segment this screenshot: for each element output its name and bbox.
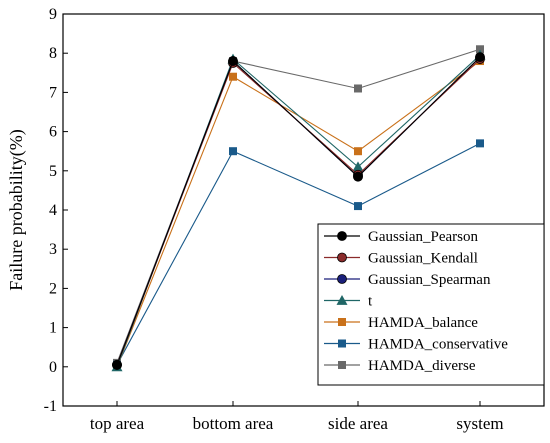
legend: Gaussian_Pearson Gaussian_Kendall Gaussian…: [317, 223, 545, 386]
legend-label: HAMDA_conservative: [368, 337, 508, 353]
y-tick-label: -1: [44, 398, 57, 415]
legend-item: Gaussian_Kendall: [324, 251, 478, 267]
y-tick-label: 9: [49, 6, 57, 23]
legend-label: Gaussian_Spearman: [368, 272, 491, 288]
y-tick-label: 0: [49, 359, 57, 376]
legend-item: t: [324, 294, 373, 310]
legend-label: t: [368, 294, 373, 310]
y-tick-label: 5: [49, 163, 57, 180]
y-tick-label: 3: [49, 241, 57, 258]
legend-item: HAMDA_balance: [324, 315, 478, 331]
x-axis-ticks: top area bottom area side area system: [90, 401, 504, 433]
x-tick-label: system: [456, 414, 503, 433]
x-tick-label: side area: [328, 414, 388, 433]
y-tick-label: 4: [49, 202, 57, 219]
data-point: [229, 147, 237, 156]
data-point: [476, 45, 484, 54]
legend-item: HAMDA_conservative: [324, 337, 508, 353]
data-point: [112, 359, 122, 370]
series-layer: [111, 45, 486, 372]
y-tick-label: 2: [49, 280, 57, 297]
legend-label: HAMDA_balance: [368, 315, 478, 331]
legend-item: Gaussian_Pearson: [324, 229, 478, 245]
data-point: [476, 139, 484, 148]
legend-marker: [337, 231, 347, 241]
y-tick-label: 1: [49, 320, 57, 337]
series-0: [112, 52, 485, 370]
legend-label: HAMDA_diverse: [368, 358, 476, 374]
y-axis-label: Failure probability(%): [6, 129, 27, 290]
legend-box: [317, 223, 545, 386]
data-point: [354, 147, 362, 156]
data-point: [354, 202, 362, 211]
legend-marker: [336, 295, 348, 305]
series-line: [116, 56, 481, 366]
data-point: [353, 171, 363, 182]
x-tick-label: top area: [90, 414, 145, 433]
data-point: [475, 52, 485, 63]
x-tick-label: bottom area: [193, 414, 274, 433]
data-point: [228, 56, 238, 66]
data-point: [354, 84, 362, 93]
legend-marker: [338, 318, 346, 326]
legend-marker: [337, 274, 347, 284]
series-line: [116, 60, 481, 368]
legend-marker: [338, 361, 346, 369]
data-point: [352, 161, 364, 172]
y-tick-label: 7: [49, 84, 57, 101]
legend-label: Gaussian_Kendall: [368, 251, 478, 267]
series-line: [116, 142, 481, 366]
y-tick-label: 8: [49, 45, 57, 62]
data-point: [229, 72, 237, 81]
y-axis-ticks: -1 0 1 2 3 4 5 6 7 8 9: [44, 6, 68, 415]
y-tick-label: 6: [49, 124, 57, 141]
legend-label: Gaussian_Pearson: [368, 229, 478, 245]
legend-item: Gaussian_Spearman: [324, 272, 491, 288]
legend-item: HAMDA_diverse: [324, 358, 476, 374]
legend-marker: [338, 339, 346, 348]
legend-marker: [337, 252, 347, 263]
